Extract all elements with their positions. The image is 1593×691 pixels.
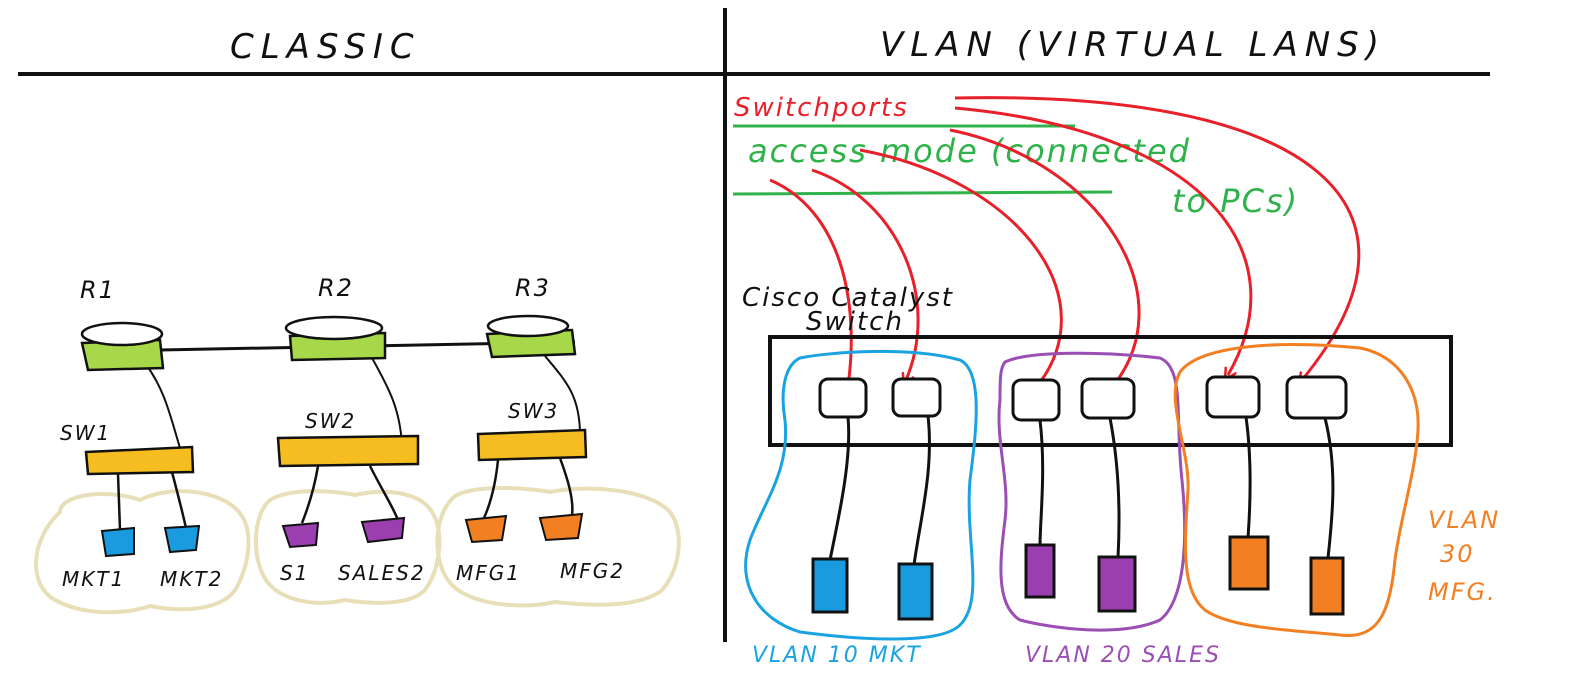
cloud-mkt [34, 489, 251, 615]
switch-label-sw3: SW3 [508, 399, 559, 423]
host-mkt1 [100, 526, 135, 558]
switch-port-6 [1285, 375, 1348, 420]
sw1-mkt2-link [170, 471, 188, 529]
pc-vlan10-2 [897, 562, 934, 621]
vlan20-label: VLAN 20 SALES [1025, 643, 1221, 668]
router-r1 [80, 321, 165, 372]
router-r3 [485, 314, 577, 359]
host-s1 [281, 521, 320, 549]
switchports-label: Switchports [734, 93, 909, 123]
access-mode-line1: access mode (connected [748, 132, 1191, 170]
sw3-mfg2-link [558, 457, 574, 516]
pc-vlan10-1 [811, 557, 849, 614]
host-label-s1: S1 [280, 561, 309, 585]
switch-sw1 [84, 445, 195, 476]
access-mode-line2: to PCs) [1172, 182, 1299, 220]
cable-port-5 [1244, 416, 1252, 539]
switch-sw3 [476, 428, 588, 462]
host-label-mfg2: MFG2 [560, 559, 625, 583]
pc-vlan30-2 [1309, 556, 1345, 616]
cloud-mfg [435, 486, 681, 608]
cloud-sales [254, 489, 442, 605]
catalyst-switch [768, 335, 1453, 447]
cable-port-2 [912, 415, 931, 566]
arrow-port-3 [859, 148, 1063, 390]
router-label-r2: R2 [318, 274, 354, 302]
arrow-port-4 [949, 128, 1141, 392]
host-label-mfg1: MFG1 [456, 561, 521, 585]
host-mfg2 [538, 512, 584, 542]
vlan30-label-line2: 30 [1440, 540, 1475, 568]
router-label-r1: R1 [80, 276, 116, 304]
switch-port-5 [1205, 375, 1261, 419]
router-r2 [284, 315, 387, 362]
arrow-port-5 [954, 106, 1253, 375]
pc-vlan20-2 [1097, 555, 1137, 613]
switch-port-4 [1080, 377, 1136, 420]
sw1-mkt1-link [116, 473, 122, 531]
switch-label-line2: Switch [806, 307, 904, 337]
vlan20-outline [997, 351, 1187, 632]
router-label-r3: R3 [515, 274, 551, 302]
cable-port-6 [1323, 417, 1335, 559]
pc-vlan20-1 [1024, 543, 1056, 599]
host-mkt2 [163, 524, 201, 554]
sw2-sales2-link [368, 465, 400, 521]
host-mfg1 [464, 514, 508, 544]
arrow-port-6 [954, 96, 1361, 380]
switch-label-sw1: SW1 [60, 421, 111, 445]
vlan-header: VLAN (VIRTUAL LANS) [880, 25, 1386, 65]
switch-label-line1: Cisco Catalyst [742, 283, 954, 313]
switch-port-1 [818, 377, 868, 419]
host-label-mkt2: MKT2 [160, 567, 223, 591]
pc-vlan30-1 [1228, 535, 1270, 591]
r3-sw3-link [544, 355, 581, 436]
host-sales2 [360, 516, 406, 544]
r1-sw1-link [144, 362, 181, 449]
cable-port-3 [1038, 419, 1045, 547]
switch-port-3 [1011, 378, 1061, 422]
host-label-mkt1: MKT1 [62, 567, 125, 591]
classic-header: CLASSIC [230, 27, 421, 67]
vlan10-outline [744, 349, 978, 641]
cable-port-4 [1108, 417, 1121, 559]
vlan30-label-line3: MFG. [1428, 578, 1497, 606]
arrow-port-2 [811, 168, 920, 380]
cable-port-1 [828, 416, 851, 561]
vlan30-label-line1: VLAN [1428, 506, 1500, 534]
switch-label-sw2: SW2 [305, 409, 356, 433]
sw2-s1-link [300, 465, 320, 524]
switch-port-2 [891, 377, 942, 418]
r2-sw2-link [371, 357, 403, 446]
sw3-mfg1-link [482, 459, 500, 519]
switch-sw2 [276, 434, 420, 468]
host-label-sales2: SALES2 [338, 561, 426, 585]
vlan30-outline [1173, 343, 1420, 638]
vlan10-label: VLAN 10 MKT [752, 643, 922, 668]
